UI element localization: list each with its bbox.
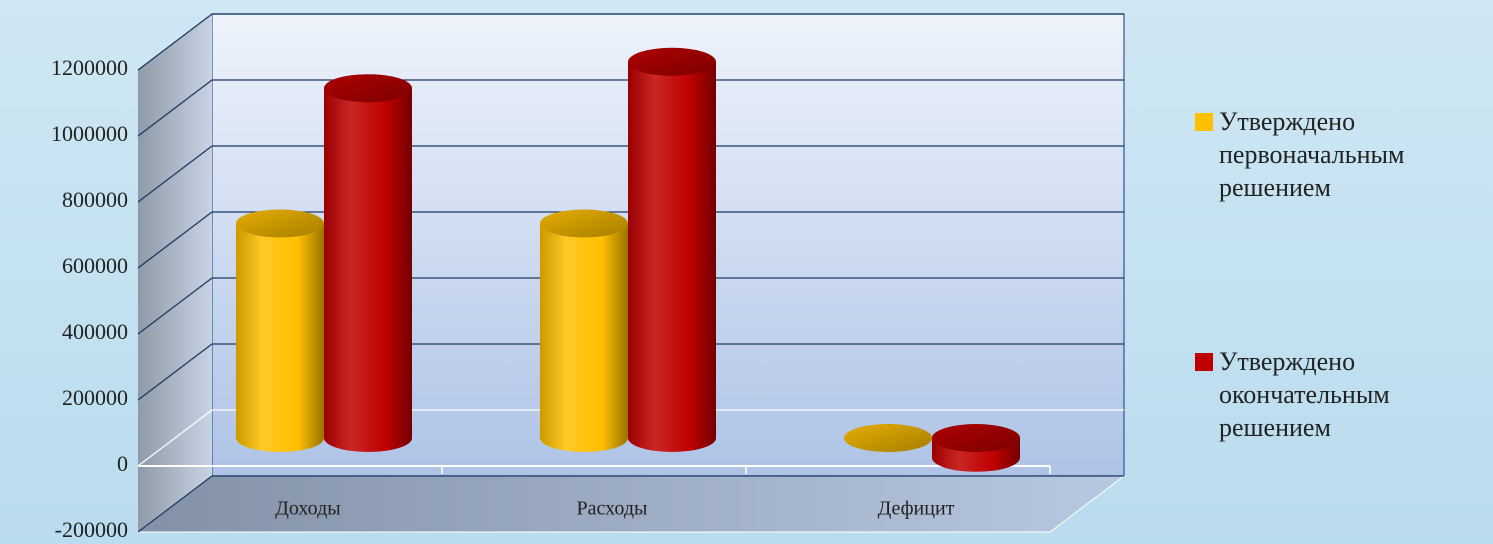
bar-top <box>540 209 628 238</box>
legend-item: Утверждено первоначальным решением <box>1195 105 1484 204</box>
grid-line <box>137 211 213 269</box>
y-tick-label: 1000000 <box>51 121 128 146</box>
bar <box>844 424 932 452</box>
bar <box>932 424 1020 472</box>
legend-label: Утверждено окончательным решением <box>1219 347 1390 442</box>
grid-line <box>137 145 213 203</box>
y-tick-label: 0 <box>117 451 128 476</box>
legend-swatch <box>1195 113 1213 131</box>
plot: -200000 0 200000 400000 600000 800000 1000000 1… <box>51 13 1126 542</box>
bar-body <box>628 61 716 453</box>
bar-top <box>628 47 716 76</box>
legend-swatch <box>1195 353 1213 371</box>
grid-line <box>137 79 213 137</box>
bar-body <box>236 223 324 452</box>
x-tick-label: Расходы <box>577 498 648 520</box>
y-tick-label: 400000 <box>62 319 128 344</box>
y-tick-label: 200000 <box>62 385 128 410</box>
grid-line <box>137 13 213 71</box>
bar <box>540 209 628 452</box>
x-tick-label: Дефицит <box>878 498 955 520</box>
bar <box>324 74 412 452</box>
bar <box>628 47 716 453</box>
bar-top <box>236 209 324 238</box>
legend-label: Утверждено первоначальным решением <box>1219 107 1405 202</box>
bar-body <box>324 88 412 452</box>
y-tick-label: 800000 <box>62 187 128 212</box>
y-tick-label: -200000 <box>55 517 128 542</box>
bar <box>236 209 324 452</box>
y-tick-label: 600000 <box>62 253 128 278</box>
bar-top <box>932 424 1020 452</box>
grid-line <box>137 475 213 533</box>
grid-line <box>137 277 213 335</box>
grid-line <box>137 409 213 467</box>
grid-line <box>137 343 213 401</box>
bar-top <box>844 424 932 452</box>
y-tick-label: 1200000 <box>51 55 128 80</box>
bar-top <box>324 74 412 103</box>
bar-body <box>540 223 628 452</box>
x-tick-label: Доходы <box>275 498 340 520</box>
legend-item: Утверждено окончательным решением <box>1195 345 1484 444</box>
side-wall <box>138 14 212 532</box>
